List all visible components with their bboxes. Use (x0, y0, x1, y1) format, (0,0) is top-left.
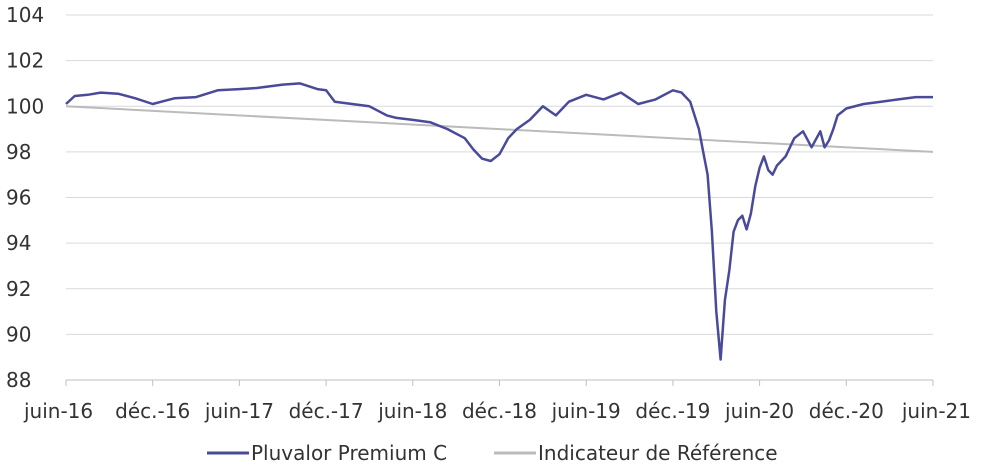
series-lines (65, 82, 934, 361)
x-tick-label: déc.-16 (115, 399, 190, 423)
y-tick-label: 98 (6, 140, 31, 164)
legend-label: Pluvalor Premium C (251, 441, 447, 465)
x-tick-label: déc.-20 (809, 399, 884, 423)
gridlines (66, 14, 933, 335)
legend-label: Indicateur de Référence (538, 441, 778, 465)
series-line-1 (65, 105, 934, 153)
x-axis-tick-labels: juin-16 déc.-16 juin-17 déc.-17 juin-18 déc.-… (23, 399, 971, 423)
y-tick-label: 96 (6, 186, 31, 210)
x-tick-label: déc.-17 (289, 399, 364, 423)
y-tick-label: 88 (6, 368, 31, 392)
y-tick-label: 102 (6, 49, 44, 73)
y-tick-label: 94 (6, 231, 31, 255)
series-line-0 (65, 82, 933, 361)
y-tick-label: 104 (6, 3, 44, 27)
x-axis-tick-marks (65, 380, 934, 386)
y-tick-label: 100 (6, 94, 44, 118)
y-tick-label: 92 (6, 277, 31, 301)
x-tick-label: juin-21 (901, 399, 971, 423)
x-tick-label: juin-19 (551, 399, 621, 423)
x-tick-label: juin-16 (23, 399, 93, 423)
x-tick-label: juin-17 (204, 399, 274, 423)
x-tick-label: juin-20 (724, 399, 794, 423)
y-tick-label: 90 (6, 322, 31, 346)
x-tick-label: déc.-18 (462, 399, 537, 423)
legend: Pluvalor Premium C Indicateur de Référenc… (207, 441, 778, 465)
y-axis-tick-labels: 88 90 92 94 96 98 100 102 104 (6, 3, 44, 392)
x-tick-label: déc.-19 (635, 399, 710, 423)
x-tick-label: juin-18 (377, 399, 447, 423)
